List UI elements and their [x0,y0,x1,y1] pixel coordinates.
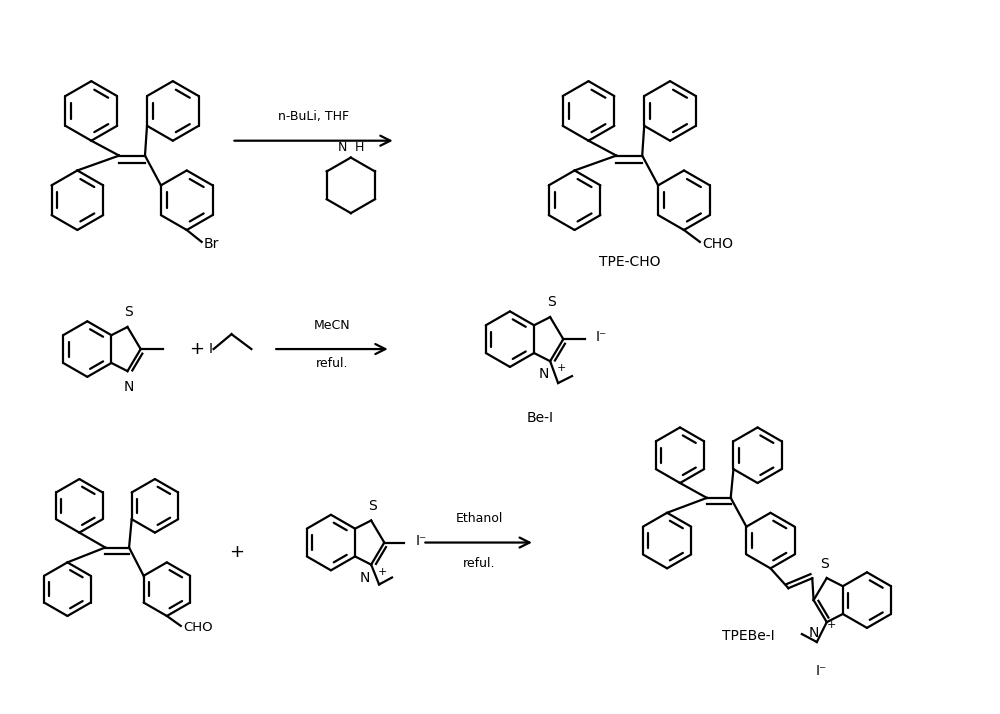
Text: N: N [808,626,819,640]
Text: I⁻: I⁻ [816,664,827,678]
Text: +: + [189,340,204,358]
Text: +: + [378,567,387,577]
Text: TPE-CHO: TPE-CHO [599,255,660,268]
Text: reful.: reful. [316,357,348,370]
Text: I⁻: I⁻ [596,330,607,344]
Text: Be-I: Be-I [526,411,553,425]
Text: S: S [547,295,556,309]
Text: S: S [368,498,377,513]
Text: Br: Br [204,237,219,251]
Text: I: I [209,342,213,356]
Text: reful.: reful. [463,558,495,570]
Text: Ethanol: Ethanol [455,512,503,525]
Text: N: N [337,141,347,154]
Text: +: + [229,543,244,561]
Text: S: S [820,557,829,571]
Text: N: N [539,367,549,381]
Text: I⁻: I⁻ [416,533,427,548]
Text: S: S [124,305,133,319]
Text: CHO: CHO [702,237,733,251]
Text: +: + [827,620,836,630]
Text: TPEBe-I: TPEBe-I [722,629,775,643]
Text: N: N [360,570,370,585]
Text: H: H [355,141,364,154]
Text: CHO: CHO [183,621,212,634]
Text: +: + [557,363,566,373]
Text: N: N [123,380,134,394]
Text: n-BuLi, THF: n-BuLi, THF [278,110,350,123]
Text: MeCN: MeCN [314,319,350,332]
